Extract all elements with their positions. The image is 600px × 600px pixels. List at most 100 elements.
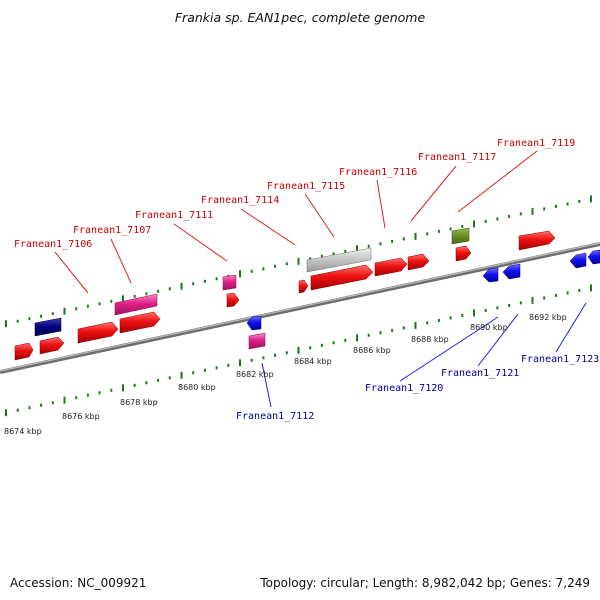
gene-arrow-forward[interactable] — [298, 279, 309, 294]
pseudo-gene[interactable] — [306, 247, 372, 273]
gene-label[interactable]: Franean1_7111 — [135, 210, 213, 221]
major-tick — [239, 359, 241, 367]
gene-arrow-forward[interactable] — [14, 342, 34, 361]
rna-gene[interactable] — [114, 293, 158, 316]
gene-arrow-forward[interactable] — [119, 311, 161, 334]
minor-tick — [203, 279, 206, 283]
olive-gene[interactable] — [451, 227, 470, 245]
minor-tick — [98, 302, 101, 306]
minor-tick — [192, 282, 195, 286]
scale-label: 8686 kbp — [353, 346, 391, 355]
gene-arrow-reverse[interactable] — [246, 315, 262, 331]
minor-tick — [578, 288, 581, 292]
gene-arrow-forward[interactable] — [455, 245, 472, 262]
gene-label[interactable]: Franean1_7112 — [236, 411, 314, 422]
minor-tick — [554, 204, 557, 208]
major-tick — [473, 220, 475, 228]
accession-text: Accession: NC_009921 — [10, 576, 147, 590]
minor-tick — [274, 264, 277, 268]
gene-arrow-forward[interactable] — [39, 336, 65, 355]
navy-gene[interactable] — [34, 317, 62, 337]
minor-tick — [51, 401, 54, 405]
minor-tick — [285, 262, 288, 266]
minor-tick — [75, 396, 78, 400]
minor-tick — [578, 199, 581, 203]
gene-label-group: Franean1_7106 Franean1_7107 Franean1_711… — [14, 138, 599, 422]
minor-tick — [367, 244, 370, 248]
gene-arrow-reverse[interactable] — [482, 267, 499, 283]
minor-tick — [16, 319, 19, 323]
major-tick — [531, 296, 534, 304]
minor-tick — [157, 289, 160, 293]
scale-label: 8680 kbp — [178, 383, 216, 392]
minor-tick — [262, 267, 265, 271]
minor-tick — [543, 207, 546, 211]
gene-arrow-reverse[interactable] — [587, 249, 600, 265]
gene-label[interactable]: Franean1_7123 — [521, 354, 599, 365]
minor-tick — [332, 252, 335, 256]
minor-tick — [508, 303, 511, 307]
minor-tick — [145, 381, 148, 385]
gene-arrow-reverse[interactable] — [569, 252, 587, 269]
major-tick — [180, 371, 183, 379]
minor-tick — [215, 366, 218, 370]
upper-tick-track — [5, 195, 592, 328]
minor-tick — [332, 341, 335, 345]
minor-tick — [461, 224, 464, 228]
minor-tick — [426, 321, 429, 325]
minor-tick — [110, 388, 113, 392]
major-tick — [531, 207, 534, 215]
minor-tick — [496, 306, 499, 310]
minor-tick — [98, 391, 101, 395]
gene-arrow-forward[interactable] — [518, 230, 556, 251]
major-tick — [63, 396, 66, 404]
gene-label[interactable]: Franean1_7120 — [365, 383, 443, 394]
gene-label[interactable]: Franean1_7115 — [267, 181, 345, 192]
reverse-genes — [246, 249, 600, 350]
gene-label[interactable]: Franean1_7114 — [201, 195, 279, 206]
major-tick — [5, 320, 7, 328]
minor-tick — [484, 219, 487, 223]
minor-tick — [110, 299, 113, 303]
minor-tick — [192, 371, 195, 375]
gene-label[interactable]: Franean1_7117 — [418, 152, 496, 163]
gene-label[interactable]: Franean1_7106 — [14, 239, 92, 250]
minor-tick — [554, 293, 557, 297]
minor-tick — [215, 277, 218, 281]
gene-arrow-forward[interactable] — [226, 292, 240, 308]
minor-tick — [402, 326, 405, 330]
gene-label[interactable]: Franean1_7121 — [441, 368, 519, 379]
gene-arrow-forward[interactable] — [310, 264, 374, 291]
minor-tick — [168, 287, 171, 291]
minor-tick — [250, 358, 253, 362]
minor-tick — [519, 301, 522, 305]
rna-gene[interactable] — [222, 274, 237, 291]
minor-tick — [391, 239, 394, 243]
scale-label: 8676 kbp — [62, 412, 100, 421]
gene-label[interactable]: Franean1_7119 — [497, 138, 575, 149]
forward-genes — [14, 227, 556, 361]
major-tick — [122, 295, 124, 303]
major-tick — [356, 245, 358, 253]
scale-label: 8678 kbp — [120, 398, 158, 407]
major-tick — [414, 232, 417, 240]
rna-gene[interactable] — [248, 332, 266, 350]
major-tick — [5, 409, 7, 417]
gene-label[interactable]: Franean1_7116 — [339, 167, 417, 178]
major-tick — [297, 257, 300, 265]
gene-arrow-forward[interactable] — [407, 253, 430, 271]
gene-arrow-reverse[interactable] — [502, 263, 521, 280]
minor-tick — [133, 294, 136, 298]
minor-tick — [16, 408, 19, 412]
minor-tick — [508, 214, 511, 218]
major-tick — [473, 309, 475, 317]
minor-tick — [437, 318, 440, 322]
gene-arrow-forward[interactable] — [77, 321, 119, 344]
major-tick — [122, 384, 124, 392]
minor-tick — [379, 331, 382, 335]
major-tick — [590, 195, 592, 203]
gene-label[interactable]: Franean1_7107 — [73, 225, 151, 236]
gene-arrow-forward[interactable] — [374, 257, 408, 277]
minor-tick — [449, 227, 452, 231]
